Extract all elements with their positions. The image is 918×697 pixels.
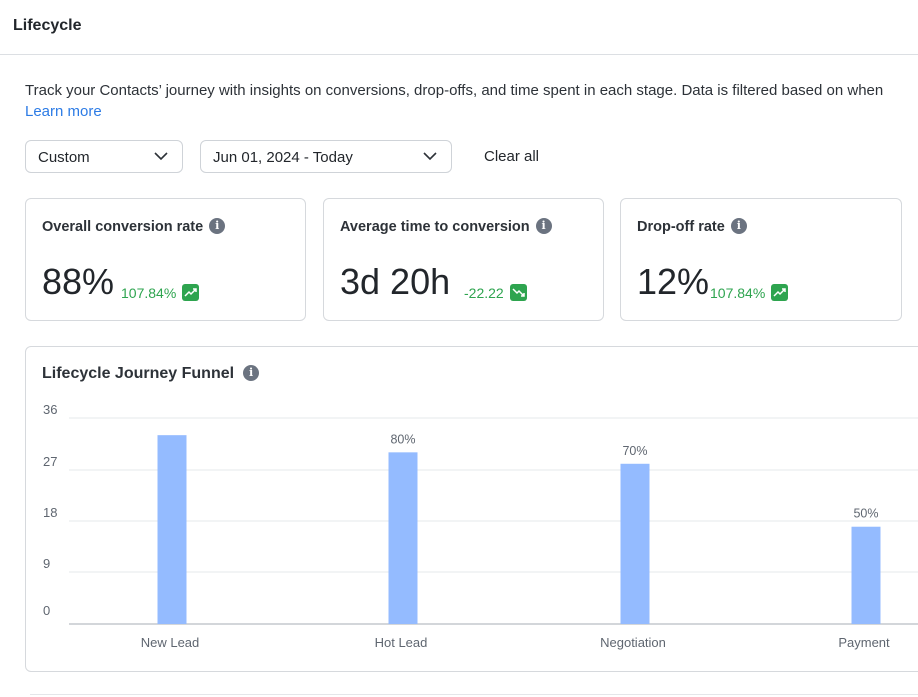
x-tick-label: Negotiation xyxy=(600,635,666,650)
trend-down-icon xyxy=(509,283,527,301)
metric-title: Drop-off rate xyxy=(637,219,725,235)
y-tick-label: 9 xyxy=(43,556,50,571)
metric-change: -22.22 xyxy=(464,285,504,301)
metric-change: 107.84% xyxy=(121,285,177,301)
bar-new-lead[interactable] xyxy=(157,435,187,624)
metric-title: Average time to conversion xyxy=(340,219,530,235)
date-range-dropdown[interactable]: Jun 01, 2024 - Today xyxy=(200,140,452,173)
x-tick-label: New Lead xyxy=(141,635,200,650)
range-type-value: Custom xyxy=(38,149,90,166)
y-tick-label: 0 xyxy=(43,603,50,618)
trend-up-icon xyxy=(182,283,200,301)
info-icon[interactable]: i xyxy=(535,218,552,235)
metric-title: Overall conversion rate xyxy=(42,219,204,235)
clear-all-button[interactable]: Clear all xyxy=(484,148,540,165)
info-icon[interactable]: i xyxy=(209,218,226,235)
page-header: Lifecycle xyxy=(0,0,918,55)
page-title: Lifecycle xyxy=(13,17,82,34)
page-description: Track your Contacts’ journey with insigh… xyxy=(25,82,884,99)
funnel-bar-chart: 0 9 18 27 36 New Lead 80% Hot Lead 70% Negotiatio… xyxy=(43,402,918,650)
bar-data-label: 70% xyxy=(622,444,647,458)
section-divider xyxy=(30,694,918,695)
y-tick-label: 27 xyxy=(43,454,57,469)
y-tick-label: 36 xyxy=(43,402,57,417)
metric-card-conversion-rate: Overall conversion rate i 88% 107.84% xyxy=(25,198,306,321)
metric-value: 3d 20h xyxy=(340,261,451,302)
chevron-down-icon xyxy=(423,152,437,161)
date-range-value: Jun 01, 2024 - Today xyxy=(213,149,353,166)
bar-payment[interactable] xyxy=(851,526,881,624)
trend-up-icon xyxy=(771,283,789,301)
bar-hot-lead[interactable] xyxy=(388,452,418,624)
bar-data-label: 50% xyxy=(853,507,878,521)
range-type-dropdown[interactable]: Custom xyxy=(25,140,183,173)
info-icon[interactable]: i xyxy=(243,364,260,381)
x-tick-label: Payment xyxy=(838,635,890,650)
info-icon[interactable]: i xyxy=(730,218,747,235)
bar-data-label: 80% xyxy=(390,432,415,446)
funnel-title: Lifecycle Journey Funnel xyxy=(42,365,235,382)
bar-negotiation[interactable] xyxy=(620,463,650,624)
metric-value: 88% xyxy=(42,261,115,302)
lifecycle-funnel-card: Lifecycle Journey Funnel i 0 9 18 27 36 New Le… xyxy=(25,346,918,672)
metric-change: 107.84% xyxy=(710,285,766,301)
chevron-down-icon xyxy=(154,152,168,161)
x-tick-label: Hot Lead xyxy=(375,635,428,650)
metric-card-time-to-conversion: Average time to conversion i 3d 20h -22.2… xyxy=(323,198,604,321)
metric-value: 12% xyxy=(637,261,710,302)
metric-card-drop-off-rate: Drop-off rate i 12% 107.84% xyxy=(620,198,902,321)
y-tick-label: 18 xyxy=(43,505,57,520)
learn-more-link[interactable]: Learn more xyxy=(25,103,102,120)
